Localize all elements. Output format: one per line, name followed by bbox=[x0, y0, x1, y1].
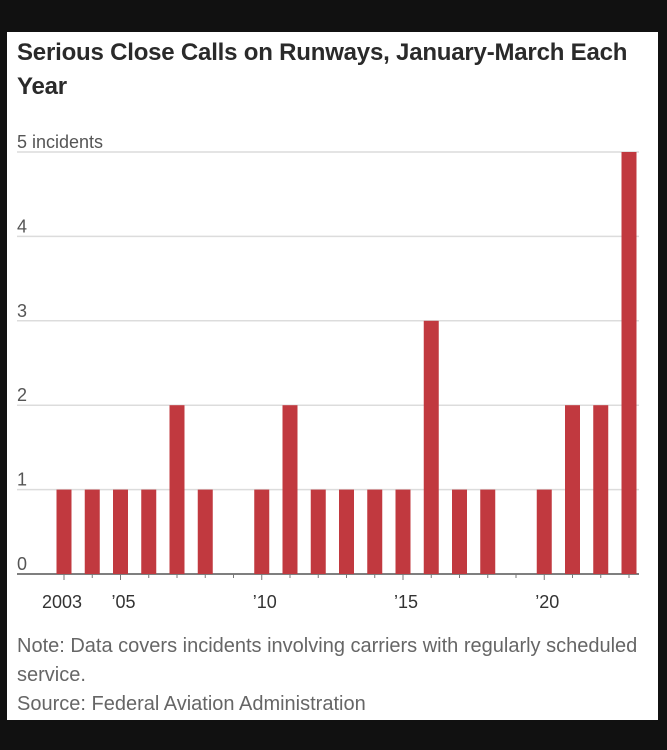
bar-2022 bbox=[593, 405, 609, 574]
bar-2013 bbox=[339, 489, 354, 574]
x-tick-label-2003: 2003 bbox=[42, 592, 82, 612]
chart-source: Source: Federal Aviation Administration bbox=[17, 693, 366, 715]
y-tick-label-5: 5 incidents bbox=[17, 132, 103, 152]
y-tick-label-1: 1 bbox=[17, 470, 27, 490]
bar-2017 bbox=[452, 489, 467, 574]
bar-2008 bbox=[197, 489, 213, 574]
bar-2011 bbox=[282, 405, 298, 574]
bar-2005 bbox=[113, 489, 128, 574]
bar-chart: 0 1 2 3 4 5 incidents 2003 ’05 ’10 ’15 ’20 bbox=[17, 132, 639, 612]
bar-2021 bbox=[565, 405, 580, 574]
bar-2016 bbox=[423, 320, 439, 574]
x-tick-label-2005: ’05 bbox=[112, 592, 136, 612]
bar-2010 bbox=[254, 489, 270, 574]
y-tick-label-3: 3 bbox=[17, 301, 27, 321]
y-tick-label-2: 2 bbox=[17, 385, 27, 405]
x-tick-label-2020: ’20 bbox=[535, 592, 559, 612]
bars bbox=[56, 152, 637, 574]
y-tick-label-4: 4 bbox=[17, 216, 27, 236]
bar-2004 bbox=[84, 489, 100, 574]
bar-2020 bbox=[536, 489, 552, 574]
bar-2012 bbox=[310, 489, 326, 574]
x-tick-labels: 2003 ’05 ’10 ’15 ’20 bbox=[42, 574, 630, 612]
bar-2018 bbox=[480, 489, 496, 574]
chart-title: Serious Close Calls on Runways, January-… bbox=[17, 39, 628, 100]
chart-card: 0 1 2 3 4 5 incidents 2003 ’05 ’10 ’15 ’20 Seriou… bbox=[7, 32, 658, 720]
bar-2007 bbox=[169, 405, 185, 574]
y-tick-labels: 0 1 2 3 4 5 incidents bbox=[17, 132, 103, 574]
bar-2006 bbox=[141, 489, 157, 574]
bar-2014 bbox=[367, 489, 383, 574]
bar-2023 bbox=[621, 152, 637, 574]
y-tick-label-0: 0 bbox=[17, 554, 27, 574]
x-tick-label-2015: ’15 bbox=[394, 592, 418, 612]
chart-footnotes: Note: Data covers incidents involving ca… bbox=[17, 632, 647, 719]
bar-2015 bbox=[395, 489, 411, 574]
x-tick-label-2010: ’10 bbox=[253, 592, 277, 612]
bar-2003 bbox=[56, 489, 72, 574]
chart-note: Note: Data covers incidents involving ca… bbox=[17, 635, 638, 686]
